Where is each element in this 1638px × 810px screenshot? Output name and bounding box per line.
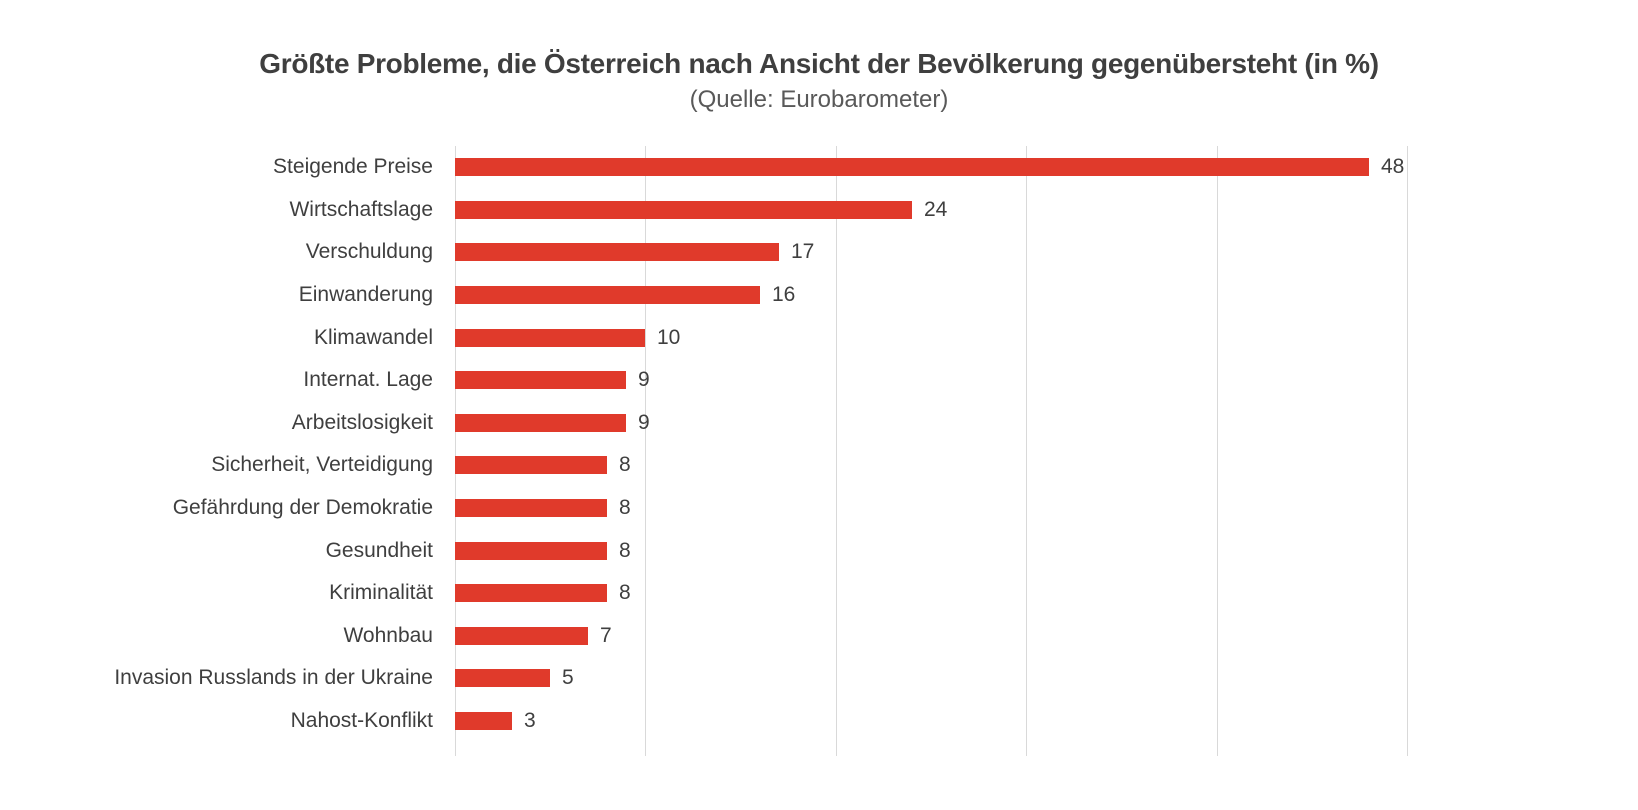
bar-track: 8	[455, 487, 1555, 530]
value-label: 9	[638, 410, 650, 434]
bar-track: 8	[455, 572, 1555, 615]
bar	[455, 499, 607, 518]
value-label: 10	[657, 325, 681, 349]
category-label: Wohnbau	[343, 623, 433, 647]
gridline-x-10	[645, 146, 646, 756]
bar	[455, 712, 512, 731]
gridline-x-20	[836, 146, 837, 756]
bar-row: Gesundheit 8	[0, 529, 1638, 572]
gridline-x-30	[1026, 146, 1027, 756]
category-label: Verschuldung	[305, 240, 433, 264]
value-label: 8	[619, 496, 631, 520]
value-label: 8	[619, 581, 631, 605]
value-label: 24	[924, 197, 948, 221]
bar-track: 10	[455, 316, 1555, 359]
bar-row: Wohnbau 7	[0, 615, 1638, 658]
bar	[455, 456, 607, 475]
bar-row: Arbeitslosigkeit 9	[0, 402, 1638, 445]
bar-row: Verschuldung 17	[0, 231, 1638, 274]
gridline-x-40	[1217, 146, 1218, 756]
gridline-x-50	[1407, 146, 1408, 756]
category-label: Internat. Lage	[303, 368, 433, 392]
bar	[455, 669, 550, 688]
bar-row: Internat. Lage 9	[0, 359, 1638, 402]
bar	[455, 158, 1369, 177]
category-label: Invasion Russlands in der Ukraine	[114, 666, 433, 690]
category-label: Klimawandel	[313, 325, 433, 349]
value-label: 8	[619, 538, 631, 562]
value-label: 17	[791, 240, 815, 264]
bar	[455, 541, 607, 560]
category-label: Gefährdung der Demokratie	[172, 496, 433, 520]
value-label: 16	[772, 283, 796, 307]
category-label: Sicherheit, Verteidigung	[211, 453, 433, 477]
bar-track: 3	[455, 700, 1555, 743]
bar-row: Wirtschaftslage 24	[0, 189, 1638, 232]
value-label: 3	[524, 709, 536, 733]
bar-row: Sicherheit, Verteidigung 8	[0, 444, 1638, 487]
bar	[455, 371, 626, 390]
value-label: 9	[638, 368, 650, 392]
value-label: 48	[1381, 155, 1405, 179]
bar-row: Kriminalität 8	[0, 572, 1638, 615]
category-label: Wirtschaftslage	[289, 197, 433, 221]
chart-subtitle: (Quelle: Eurobarometer)	[689, 86, 949, 113]
bar-row: Einwanderung 16	[0, 274, 1638, 317]
bar-track: 9	[455, 402, 1555, 445]
category-label: Steigende Preise	[273, 155, 433, 179]
value-label: 5	[562, 666, 574, 690]
bar-row: Invasion Russlands in der Ukraine 5	[0, 657, 1638, 700]
category-label: Nahost-Konflikt	[290, 709, 433, 733]
gridlines	[455, 146, 1408, 756]
plot-area: Steigende Preise 48 Wirtschaftslage 24 Versc…	[0, 146, 1638, 766]
bar-track: 7	[455, 615, 1555, 658]
bar-row: Klimawandel 10	[0, 316, 1638, 359]
bar-track: 24	[455, 189, 1555, 232]
bar-track: 16	[455, 274, 1555, 317]
bar	[455, 626, 588, 645]
value-label: 7	[600, 623, 612, 647]
category-label: Einwanderung	[298, 283, 433, 307]
chart-title: Größte Probleme, die Österreich nach Ans…	[259, 48, 1379, 79]
bar	[455, 286, 760, 305]
bar	[455, 243, 779, 262]
bar	[455, 328, 645, 347]
category-label: Kriminalität	[329, 581, 433, 605]
bar-rows: Steigende Preise 48 Wirtschaftslage 24 Versc…	[0, 146, 1638, 742]
category-label: Arbeitslosigkeit	[291, 410, 433, 434]
bar	[455, 200, 912, 219]
bar-row: Steigende Preise 48	[0, 146, 1638, 189]
category-label: Gesundheit	[325, 538, 433, 562]
bar-track: 8	[455, 529, 1555, 572]
bar-row: Gefährdung der Demokratie 8	[0, 487, 1638, 530]
bar	[455, 413, 626, 432]
y-axis-line	[455, 146, 456, 756]
bar-track: 17	[455, 231, 1555, 274]
bar	[455, 584, 607, 603]
bar-track: 48	[455, 146, 1555, 189]
bar-track: 9	[455, 359, 1555, 402]
bar-track: 8	[455, 444, 1555, 487]
bar-track: 5	[455, 657, 1555, 700]
value-label: 8	[619, 453, 631, 477]
bar-row: Nahost-Konflikt 3	[0, 700, 1638, 743]
